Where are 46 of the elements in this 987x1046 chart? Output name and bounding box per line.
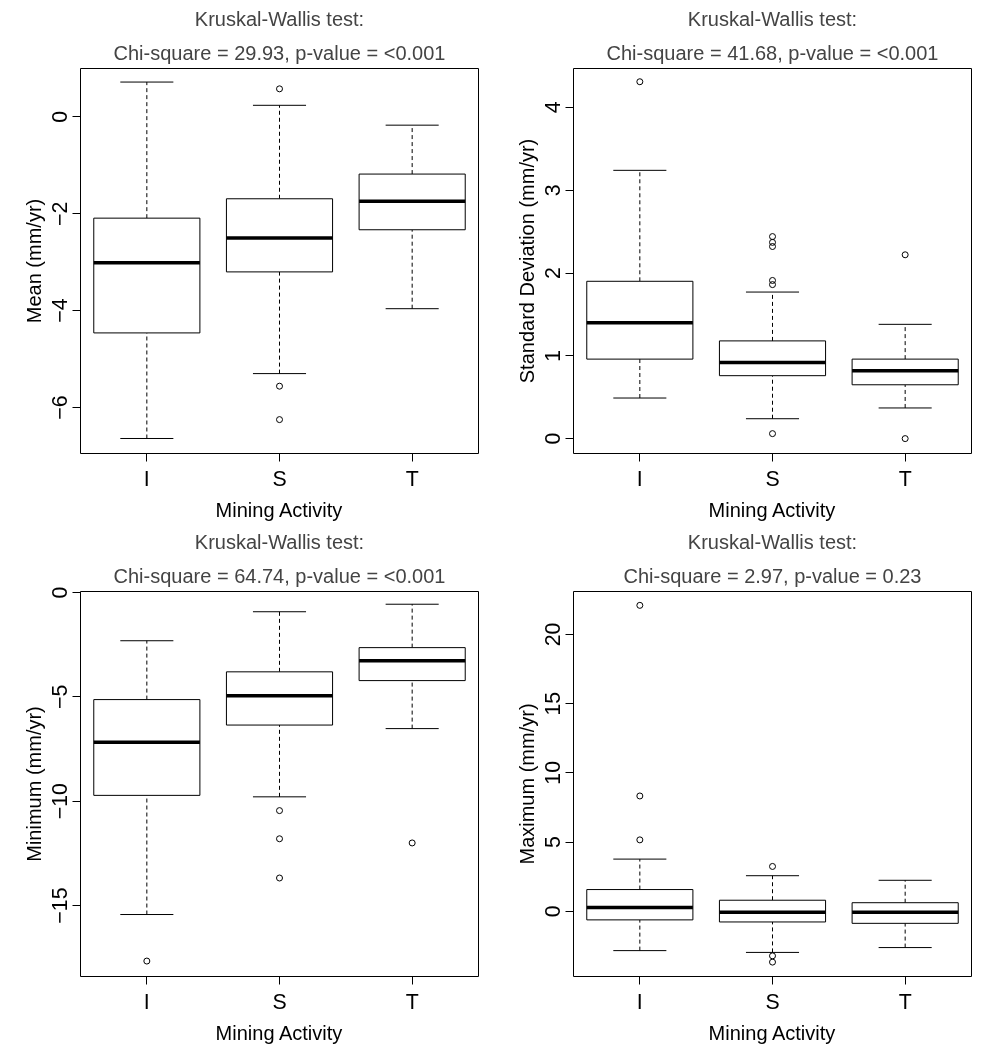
y-tick-label: 0: [541, 905, 566, 918]
x-axis-title: Mining Activity: [708, 498, 836, 521]
y-tick-label: 20: [541, 622, 566, 647]
y-tick-label: −6: [48, 395, 73, 420]
x-tick-label: S: [272, 989, 287, 1014]
x-tick-label: I: [636, 989, 643, 1014]
chart-title: Kruskal-Wallis test:: [687, 7, 858, 30]
chart-title: Kruskal-Wallis test:: [194, 530, 365, 553]
chart-subtitle: Chi-square = 2.97, p-value = 0.23: [623, 564, 922, 587]
y-axis-title: Maximum (mm/yr): [515, 703, 538, 865]
x-tick-label: T: [898, 989, 912, 1014]
chart-subtitle: Chi-square = 29.93, p-value = <0.001: [113, 41, 446, 64]
y-tick-label: 10: [541, 760, 566, 785]
y-tick-label: −5: [48, 684, 73, 710]
y-tick-label: 15: [541, 691, 566, 716]
x-tick-label: T: [405, 989, 419, 1014]
y-tick-label: −4: [48, 298, 73, 323]
y-axis-title: Standard Deviation (mm/yr): [515, 138, 538, 384]
y-tick-label: 2: [541, 267, 566, 279]
y-tick-label: 4: [541, 101, 566, 114]
y-tick-label: −2: [48, 201, 73, 226]
x-tick-label: S: [765, 989, 780, 1014]
x-tick-label: T: [898, 466, 912, 491]
x-axis-title: Mining Activity: [215, 1021, 343, 1044]
chart-title: Kruskal-Wallis test:: [687, 530, 858, 553]
chart-subtitle: Chi-square = 64.74, p-value = <0.001: [113, 564, 446, 587]
y-tick-label: 0: [541, 432, 566, 445]
chart-subtitle: Chi-square = 41.68, p-value = <0.001: [606, 41, 939, 64]
y-tick-label: 0: [48, 586, 73, 599]
y-tick-label: 3: [541, 184, 566, 197]
chart-title: Kruskal-Wallis test:: [194, 7, 365, 30]
x-axis-title: Mining Activity: [215, 498, 343, 521]
y-axis-title: Mean (mm/yr): [22, 198, 45, 324]
y-tick-label: −15: [48, 887, 73, 924]
y-tick-label: 5: [541, 836, 566, 849]
y-tick-label: 0: [48, 110, 73, 123]
x-tick-label: T: [405, 466, 419, 491]
x-tick-label: S: [272, 466, 287, 491]
x-axis-title: Mining Activity: [708, 1021, 836, 1044]
x-tick-label: I: [636, 466, 643, 491]
y-tick-label: 1: [541, 349, 566, 362]
x-tick-label: I: [143, 466, 150, 491]
x-tick-label: I: [143, 989, 150, 1014]
y-axis-title: Minimum (mm/yr): [22, 706, 45, 862]
x-tick-label: S: [765, 466, 780, 491]
y-tick-label: −10: [48, 782, 73, 820]
